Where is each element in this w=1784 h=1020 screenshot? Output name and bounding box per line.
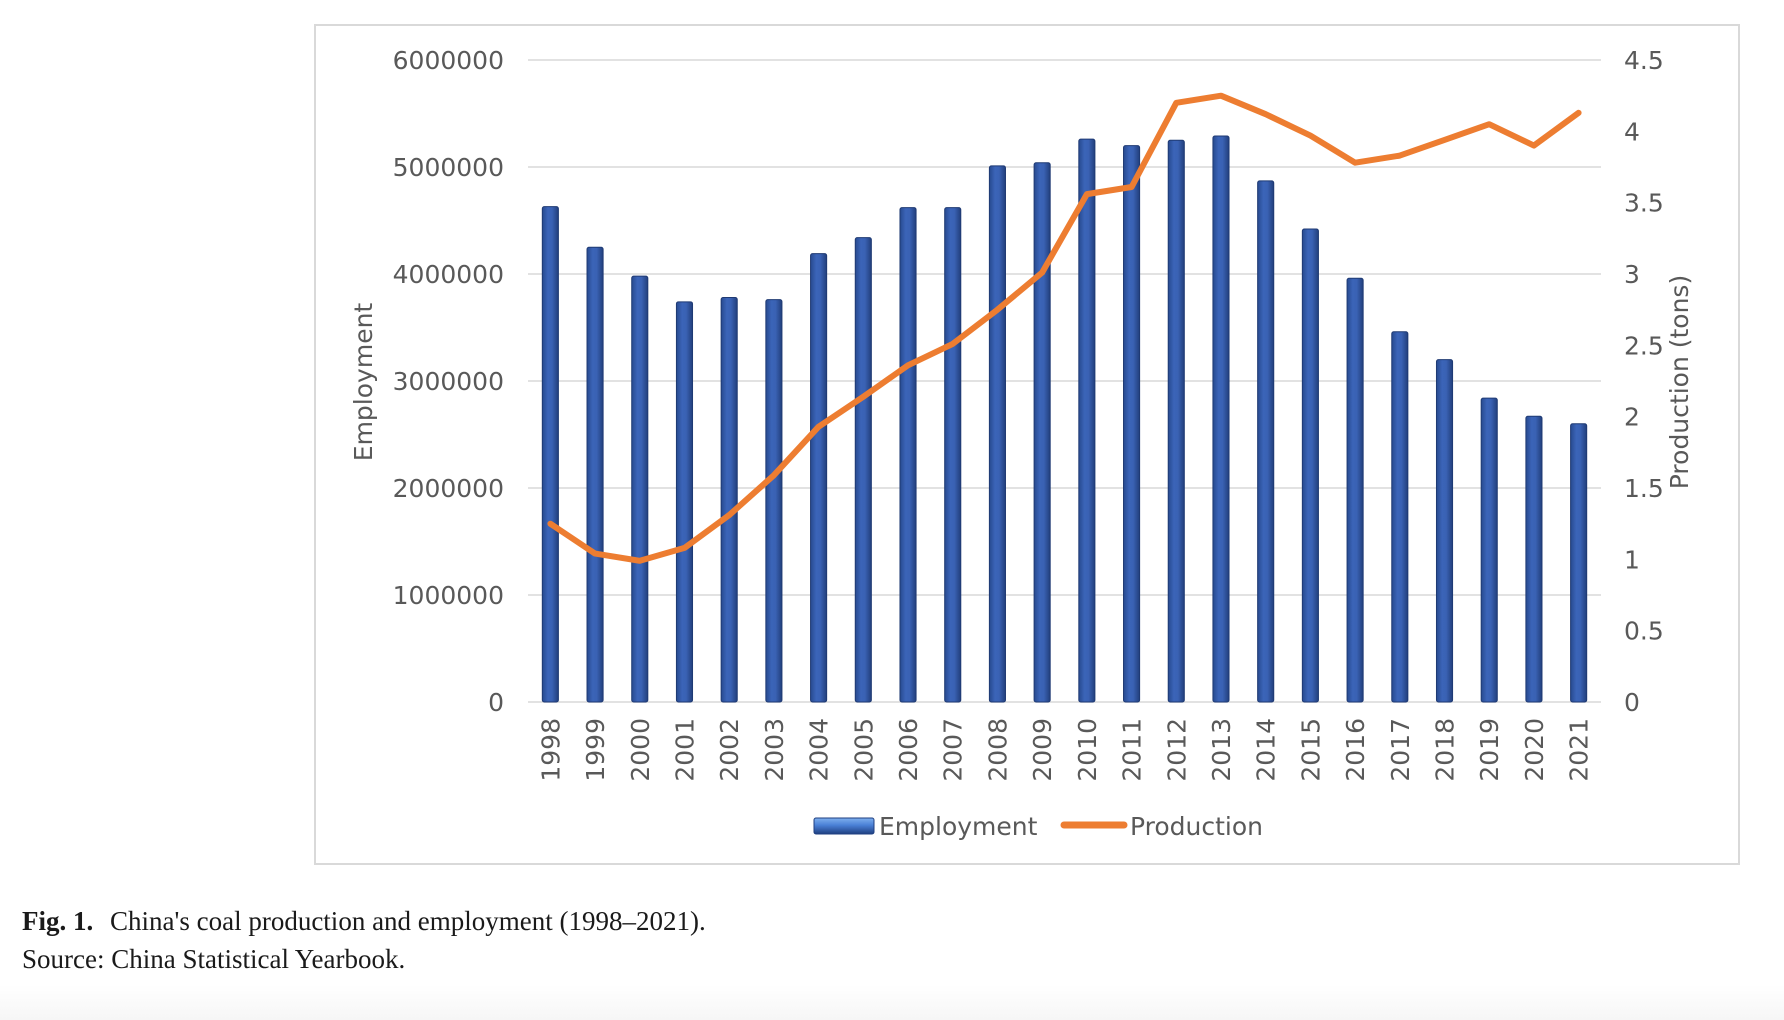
x-tick-label: 2003 [760,718,789,782]
bar-employment-2002 [720,297,738,703]
y-tick-label-right: 1 [1624,545,1640,574]
x-tick-label: 2021 [1565,718,1594,782]
x-tick-label: 2005 [849,718,878,782]
y-tick-label-right: 0 [1624,688,1640,717]
x-tick-label: 2015 [1296,718,1325,782]
y-axis-title-right: Production (tons) [1665,275,1694,489]
x-tick-label: 2011 [1118,718,1147,782]
bar-employment-2006 [899,207,917,703]
x-tick-label: 2018 [1431,718,1460,782]
bar-employment-2014 [1257,180,1275,703]
x-tick-label: 2019 [1475,718,1504,782]
bar-employment-1998 [541,206,559,703]
x-tick-label: 1999 [581,718,610,782]
x-tick-label: 2013 [1207,718,1236,782]
bar-employment-2016 [1346,277,1364,703]
y-tick-label-right: 0.5 [1624,617,1664,646]
y-tick-label-right: 3 [1624,260,1640,289]
y-tick-label-right: 3.5 [1624,189,1664,218]
legend-label-production: Production [1130,812,1263,841]
figure-source: Source: China Statistical Yearbook. [22,944,406,974]
x-tick-label: 2002 [715,718,744,782]
x-tick-label: 2017 [1386,718,1415,782]
legend-swatch-employment [813,817,875,835]
bar-employment-2021 [1570,423,1588,703]
bar-employment-2020 [1525,415,1543,703]
y-axis-title-left: Employment [349,303,378,462]
y-tick-label-right: 4 [1624,117,1640,146]
line-production [547,92,1582,564]
bar-employment-2004 [810,253,828,703]
y-tick-label-right: 4.5 [1624,46,1664,75]
x-tick-label: 2006 [894,718,923,782]
y-tick-label-right: 2 [1624,403,1640,432]
y-tick-label-left: 0 [488,688,504,717]
bar-employment-2013 [1212,135,1230,703]
bar-employment-2017 [1391,331,1409,703]
x-tick-label: 2012 [1162,718,1191,782]
legend: Employment Production [813,812,1263,841]
bar-employment-2008 [988,165,1006,703]
combo-chart: 0 1000000 2000000 3000000 4000000 5000000 6000… [349,46,1694,841]
bar-employment-2007 [944,207,962,703]
x-tick-label: 2007 [939,718,968,782]
x-tick-label: 1998 [536,718,565,782]
bar-employment-2005 [854,237,872,703]
figure-label: Fig. 1. [22,906,94,936]
bar-employment-2019 [1480,397,1498,703]
figure-caption: Fig. 1. China's coal production and empl… [22,902,706,978]
bar-employment-1999 [586,246,604,703]
y-tick-label-left: 5000000 [393,153,504,182]
x-tick-label: 2008 [983,718,1012,782]
bar-employment-2001 [675,301,694,703]
x-tick-label: 2014 [1252,718,1281,782]
y-tick-label-left: 2000000 [393,474,504,503]
x-tick-label: 2001 [670,718,699,782]
legend-label-employment: Employment [879,812,1038,841]
bar-employment-2009 [1033,162,1051,703]
bar-employment-2000 [631,275,649,703]
y-tick-label-right: 1.5 [1624,474,1664,503]
bar-employment-2015 [1301,228,1319,703]
x-tick-label: 2000 [626,718,655,782]
bar-employment-2003 [765,299,783,703]
chart-frame: 0 1000000 2000000 3000000 4000000 5000000 6000… [314,24,1740,865]
y-tick-label-left: 4000000 [393,260,504,289]
bar-employment-2018 [1435,359,1454,703]
y-tick-label-left: 1000000 [393,581,504,610]
x-tick-label: 2004 [805,718,834,782]
x-tick-label: 2020 [1520,718,1549,782]
y-tick-label-left: 3000000 [393,367,504,396]
bar-employment-2010 [1078,138,1096,703]
x-tick-label: 2016 [1341,718,1370,782]
figure-title: China's coal production and employment (… [110,906,706,936]
y-tick-label-right: 2.5 [1624,331,1664,360]
bar-employment-2012 [1167,139,1185,703]
x-tick-label: 2009 [1028,718,1057,782]
x-tick-label: 2010 [1073,718,1102,782]
y-tick-label-left: 6000000 [393,46,504,75]
bar-employment-2011 [1123,145,1141,703]
